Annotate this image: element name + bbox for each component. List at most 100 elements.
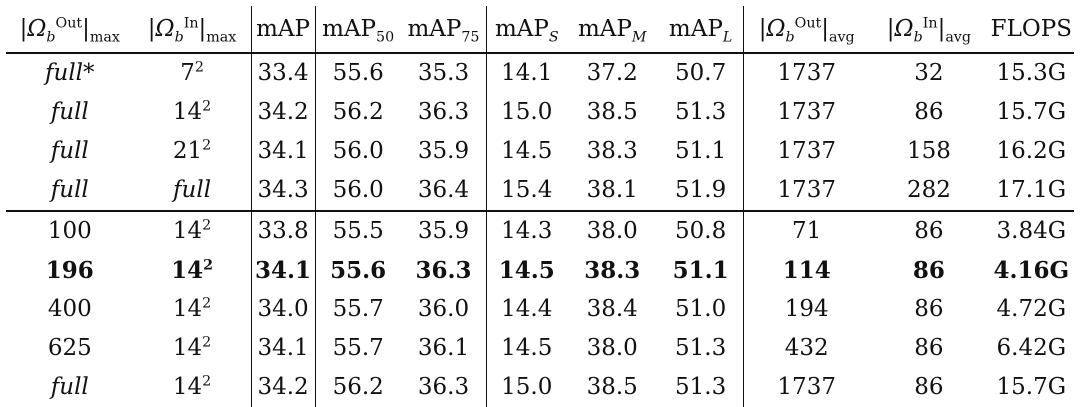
results-table: |ΩbOut|max |ΩbIn|max mAP mAP50 mAP75 mAP…: [6, 6, 1074, 407]
table-row: 100 142 33.8 55.5 35.9 14.3 38.0 50.8 71 86 3.84G: [6, 210, 1074, 251]
header-flops: FLOPS: [988, 6, 1074, 54]
cell-out-max: full: [50, 99, 89, 125]
cell-map75: 36.1: [417, 335, 470, 361]
cell-in-max-base: 14: [172, 296, 203, 322]
cell-map: 34.2: [250, 93, 316, 132]
cell-out-max: 100: [6, 210, 134, 251]
table-row: 400 142 34.0 55.7 36.0 14.4 38.4 51.0 194 86 4.72G: [6, 290, 1074, 329]
cell-out-max: full: [50, 138, 89, 164]
cell-mapm: 38.3: [584, 257, 641, 284]
table-row: 625 142 34.1 55.7 36.1 14.5 38.0 51.3 432 86 6.42G: [6, 329, 1074, 368]
cell-map: 34.2: [250, 368, 316, 407]
cell-maps: 15.0: [486, 368, 567, 407]
cell-in-max-exponent: 2: [202, 373, 212, 390]
cell-in-avg: 86: [914, 374, 944, 400]
cell-map75: 36.3: [415, 257, 472, 284]
cell-flops: 15.3G: [996, 60, 1067, 86]
header-in-avg: |ΩbIn|avg: [869, 6, 989, 54]
cell-in-avg: 86: [914, 296, 944, 322]
cell-maps: 14.5: [486, 329, 567, 368]
cell-mapm: 38.4: [586, 296, 638, 322]
cell-out-avg: 1737: [743, 171, 870, 211]
cell-in-max-exponent: 2: [202, 137, 212, 154]
cell-in-max-exponent: 2: [194, 59, 204, 76]
cell-out-max: 196: [45, 257, 94, 284]
cell-map75: 35.9: [400, 210, 487, 251]
cell-in-max: 142: [133, 210, 252, 251]
cell-mapl: 50.8: [658, 210, 744, 251]
cell-out-max: 625: [47, 335, 92, 361]
cell-in-max: 142: [134, 93, 252, 132]
cell-out-avg: 1737: [743, 53, 870, 93]
cell-map50: 55.6: [314, 53, 401, 93]
cell-in-max-base: 21: [172, 138, 203, 164]
cell-mapm: 37.2: [586, 60, 638, 86]
cell-map50: 56.0: [314, 132, 401, 171]
cell-in-max: 72: [134, 53, 252, 93]
cell-maps: 14.5: [486, 251, 567, 290]
cell-mapl: 51.9: [675, 177, 727, 203]
cell-map50: 56.0: [314, 171, 401, 211]
cell-mapl: 51.3: [675, 99, 727, 125]
cell-maps: 15.0: [486, 93, 567, 132]
cell-map75: 36.0: [417, 296, 470, 322]
cell-mapl: 51.3: [675, 374, 727, 400]
cell-mapm: 38.1: [586, 177, 638, 203]
cell-flops: 15.7G: [996, 374, 1067, 400]
header-map: mAP: [250, 6, 316, 54]
cell-in-max-exponent: 2: [202, 98, 212, 115]
cell-map75: 36.3: [417, 374, 470, 400]
cell-out-avg: 194: [743, 290, 870, 329]
table-row: 196 142 34.1 55.6 36.3 14.5 38.3 51.1 114 86 4.16G: [6, 251, 1074, 290]
cell-map75: 35.3: [417, 60, 470, 86]
cell-map: 34.1: [250, 132, 316, 171]
table-row: full 142 34.2 56.2 36.3 15.0 38.5 51.3 1737 86 15.…: [6, 93, 1074, 132]
header-in-max: |ΩbIn|max: [133, 6, 252, 54]
cell-flops: 4.72G: [996, 296, 1067, 322]
header-mapm: mAPM: [566, 6, 659, 54]
cell-flops: 15.7G: [996, 99, 1067, 125]
cell-in-avg: 86: [912, 257, 945, 284]
cell-maps: 15.4: [486, 171, 567, 211]
cell-flops: 6.42G: [996, 335, 1067, 361]
cell-map75: 36.3: [417, 99, 470, 125]
cell-in-avg: 86: [914, 335, 944, 361]
header-map75: mAP75: [400, 6, 487, 54]
cell-in-max: 142: [134, 290, 252, 329]
table-row: full* 72 33.4 55.6 35.3 14.1 37.2 50.7 1737 32 15.…: [6, 53, 1074, 93]
cell-map50: 55.7: [314, 290, 401, 329]
cell-flops: 16.2G: [996, 138, 1067, 164]
cell-flops: 3.84G: [988, 210, 1074, 251]
cell-out-avg: 71: [743, 210, 870, 251]
header-maps: mAPS: [486, 6, 567, 54]
header-out-max: |ΩbOut|max: [6, 6, 134, 54]
header-map50: mAP50: [314, 6, 401, 54]
cell-mapm: 38.5: [586, 374, 638, 400]
cell-map: 34.3: [250, 171, 316, 211]
cell-in-max-base: 14: [172, 335, 203, 361]
header-row: |ΩbOut|max |ΩbIn|max mAP mAP50 mAP75 mAP…: [6, 6, 1074, 54]
table-body: full* 72 33.4 55.6 35.3 14.1 37.2 50.7 1737 32 15.…: [6, 53, 1074, 407]
cell-out-avg: 114: [743, 251, 870, 290]
cell-mapl: 51.3: [675, 335, 727, 361]
table-row: full 142 34.2 56.2 36.3 15.0 38.5 51.3 1737 86 15.…: [6, 368, 1074, 407]
cell-maps: 14.4: [486, 290, 567, 329]
cell-map: 34.0: [250, 290, 316, 329]
cell-in-max: 142: [134, 329, 252, 368]
cell-in-max: 142: [134, 368, 252, 407]
cell-out-avg: 1737: [743, 93, 870, 132]
cell-in-max-base: 7: [180, 60, 195, 86]
cell-map50: 55.6: [314, 251, 401, 290]
cell-mapm: 38.5: [586, 99, 638, 125]
cell-map50: 55.5: [314, 210, 401, 251]
cell-in-max-base: 14: [171, 257, 204, 284]
header-mapl: mAPL: [658, 6, 744, 54]
cell-map50: 55.7: [314, 329, 401, 368]
cell-map50: 56.2: [314, 368, 401, 407]
cell-mapm: 38.0: [586, 335, 638, 361]
cell-out-avg: 432: [743, 329, 870, 368]
cell-in-avg: 282: [906, 177, 951, 203]
cell-in-avg: 86: [869, 210, 989, 251]
cell-out-max: 400: [47, 296, 92, 322]
cell-out-max: full: [50, 177, 89, 203]
